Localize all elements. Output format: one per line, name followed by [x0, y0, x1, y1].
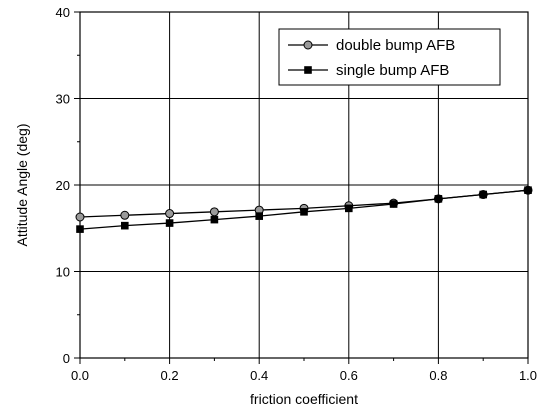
axis-ticks [74, 11, 529, 364]
legend-item-double-bump: double bump AFB [288, 37, 455, 54]
x-tick-label: 0.6 [340, 368, 358, 383]
y-tick-label: 20 [56, 178, 70, 193]
x-tick-label: 0.2 [161, 368, 179, 383]
x-axis-label: friction coefficient [250, 391, 358, 407]
legend-box [278, 28, 501, 86]
legend: double bump AFB single bump AFB [278, 28, 501, 86]
legend-label: double bump AFB [336, 37, 455, 54]
x-tick-label: 0.0 [71, 368, 89, 383]
double-bump-data-point [75, 212, 85, 222]
y-tick-label: 40 [56, 5, 70, 20]
legend-marker [304, 66, 312, 74]
single-bump-data-point [345, 204, 353, 213]
double-bump-data-point [165, 209, 175, 219]
single-bump-data-point [524, 186, 532, 194]
single-bump-data-point [165, 219, 174, 227]
single-bump-data-point [479, 190, 487, 199]
x-tick-label: 0.8 [429, 368, 447, 383]
y-tick-label: 30 [56, 92, 70, 107]
single-bump-data-point [121, 221, 129, 230]
y-tick-label: 0 [63, 351, 70, 366]
x-tick-label: 0.4 [250, 368, 268, 383]
single-bump-data-point [300, 208, 308, 216]
single-bump-data-point [76, 225, 84, 233]
y-tick-label: 10 [56, 265, 70, 280]
x-tick-label: 1.0 [519, 368, 537, 383]
y-axis-label: Attitude Angle (deg) [14, 124, 30, 247]
tick-labels: 0.0 0.2 0.4 0.6 0.8 1.0 0 10 20 30 40 [56, 5, 538, 383]
double-bump-data-point [120, 210, 130, 220]
series-markers [75, 185, 533, 233]
legend-label: single bump AFB [336, 62, 449, 79]
single-bump-data-point [389, 200, 398, 208]
legend-marker [303, 40, 313, 50]
double-bump-data-point [209, 207, 219, 217]
legend-item-single-bump: single bump AFB [288, 62, 449, 79]
single-bump-data-point [434, 195, 443, 203]
single-bump-data-point [255, 212, 263, 220]
single-bump-data-point [210, 215, 219, 224]
